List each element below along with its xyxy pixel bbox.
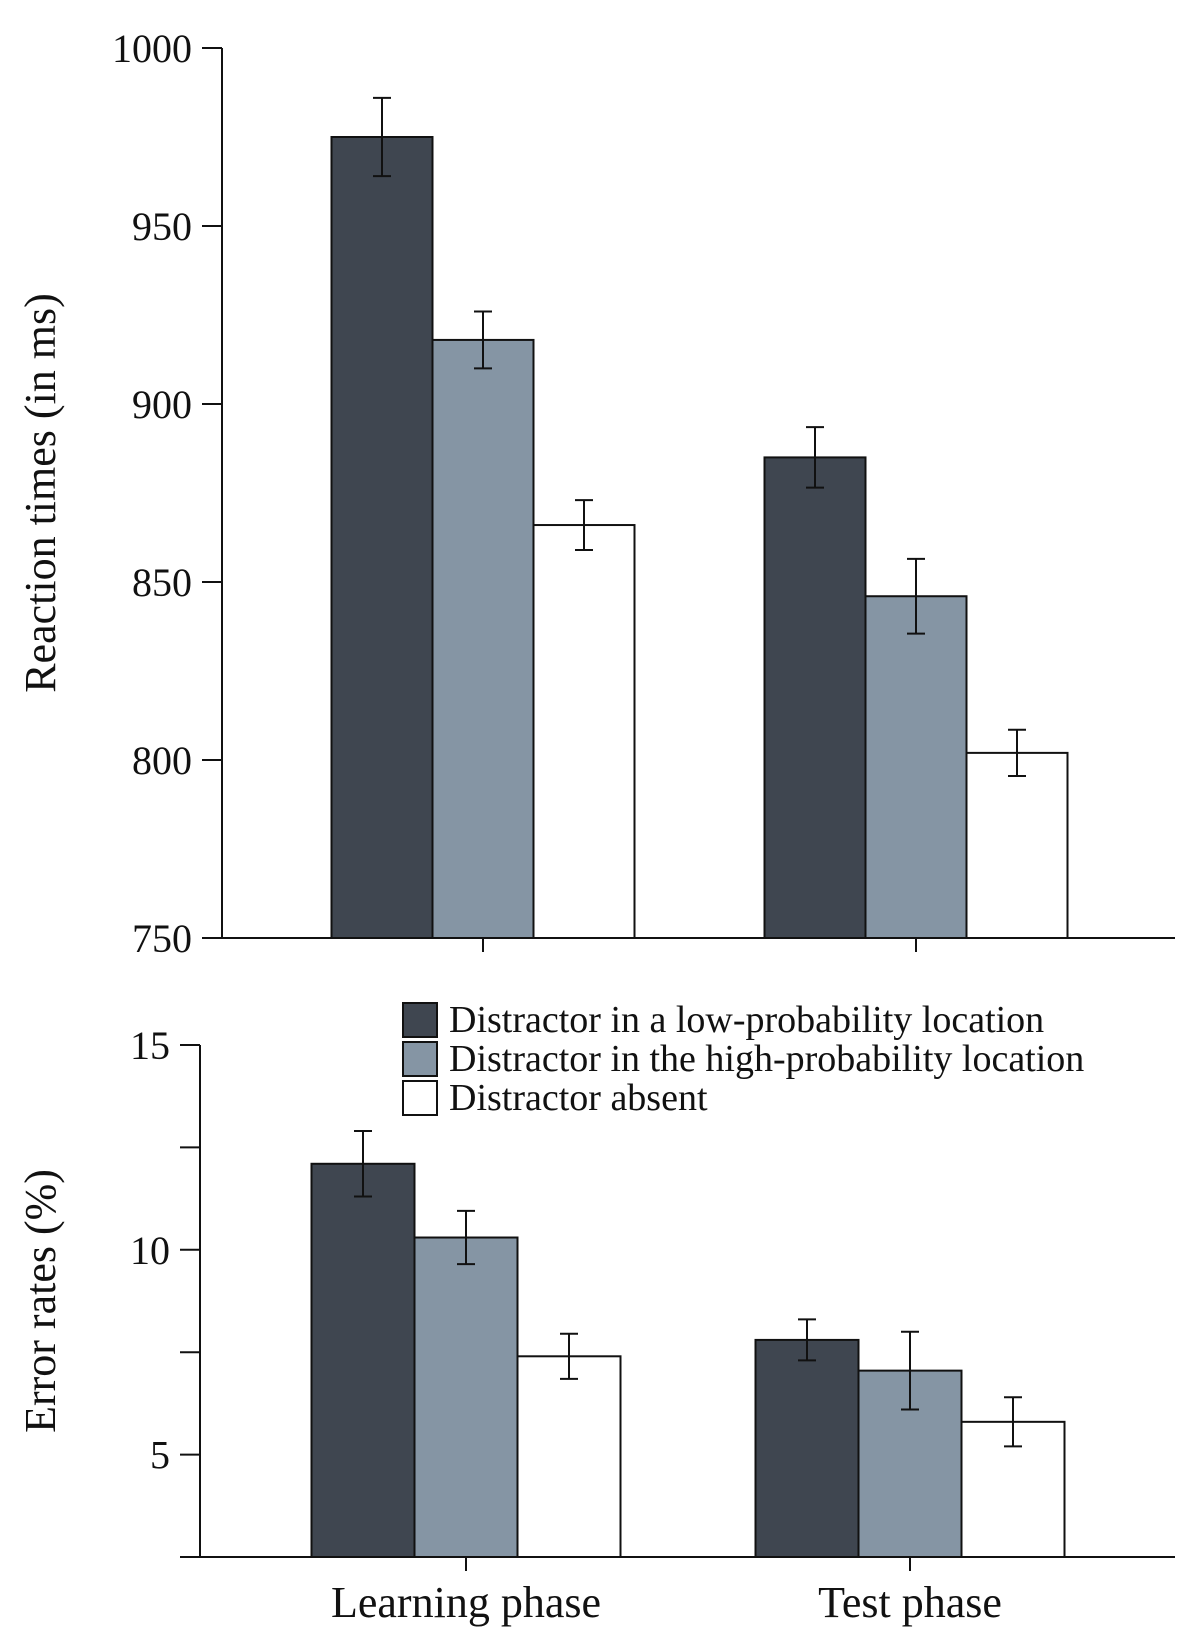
bar-low-probability [330,136,434,939]
legend-swatch-absent [402,1080,438,1116]
legend-label: Distractor in a low-probability location [449,999,1044,1041]
y-tick-label: 750 [132,916,192,961]
bar-high-probability [431,338,535,940]
bar-low-probability [754,1338,860,1558]
y-tick-label: 800 [132,738,192,783]
category-label: Learning phase [331,1578,601,1627]
legend-swatch-low-probability [402,1002,438,1038]
y-tick-label: 900 [132,382,192,427]
legend-label: Distractor absent [449,1077,708,1119]
bar-absent [960,1420,1066,1559]
reaction-times-panel: 750 800 850 900 950 1000 Reaction times (in ms… [16,26,1175,961]
y-tick-label: 950 [132,204,192,249]
bar-high-probability [864,595,968,939]
y-tick-label: 1000 [112,26,192,71]
legend: Distractor in a low-probability location… [402,999,1084,1119]
y-tick-label: 5 [150,1433,170,1478]
bar-absent [532,524,636,939]
legend-swatch-high-probability [402,1041,438,1077]
category-label: Test phase [818,1578,1002,1627]
y-tick-label: 850 [132,560,192,605]
y-tick-label: 15 [130,1023,170,1068]
legend-label: Distractor in the high-probability locat… [449,1038,1084,1080]
error-rates-panel: 5 10 15 Error rates (%) Learning phase Test p… [16,1023,1175,1627]
bar-low-probability [310,1162,416,1559]
bar-absent [516,1355,622,1559]
y-axis-title: Error rates (%) [16,1169,65,1433]
y-axis-title: Reaction times (in ms) [16,293,65,693]
y-tick-label: 10 [130,1228,170,1273]
bar-high-probability [413,1236,519,1558]
bar-absent [965,751,1069,939]
bar-low-probability [763,456,867,939]
